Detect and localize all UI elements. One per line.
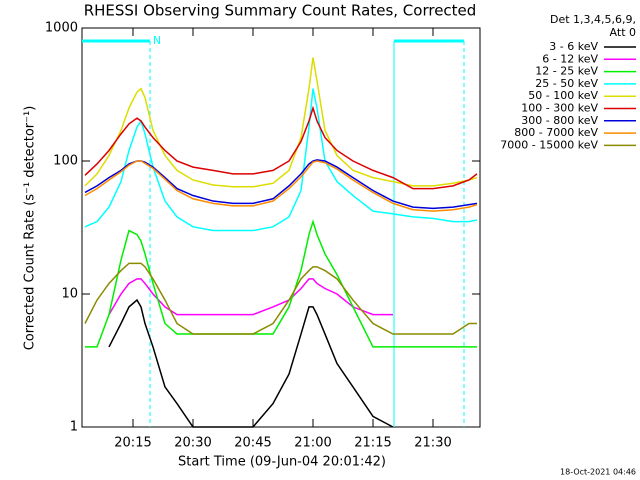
x-tick-label: 21:30 — [414, 436, 451, 451]
legend-title: Att 0 — [610, 26, 636, 39]
x-tick-label: 21:00 — [294, 436, 331, 451]
x-tick-label: 20:15 — [114, 436, 151, 451]
chart-title: RHESSI Observing Summary Count Rates, Co… — [84, 2, 477, 20]
legend-label: 3 - 6 keV — [549, 40, 598, 53]
series-line — [84, 160, 478, 212]
y-tick-label: 100 — [53, 154, 78, 169]
y-tick-label: 10 — [61, 287, 78, 302]
y-tick-label: 1 — [70, 420, 78, 435]
footer: 18-Oct-2021 04:46 — [560, 468, 636, 477]
series-line — [108, 278, 393, 316]
series-line — [108, 298, 394, 428]
series-line — [84, 262, 477, 335]
series-line — [84, 57, 478, 188]
plot-frame — [81, 27, 481, 428]
x-tick-label: 21:15 — [354, 436, 391, 451]
y-axis-label: Corrected Count Rate (s⁻¹ detector⁻¹) — [23, 106, 38, 351]
legend-title: Det 1,3,4,5,6,9, — [550, 13, 636, 26]
x-tick-label: 20:30 — [174, 436, 211, 451]
legend-label: 50 - 100 keV — [528, 89, 598, 102]
legend-label: 7000 - 15000 keV — [500, 138, 598, 151]
x-tick-label: 20:45 — [234, 436, 271, 451]
legend-label: 12 - 25 keV — [535, 65, 598, 78]
series-line — [84, 88, 478, 232]
legend-label: 6 - 12 keV — [542, 52, 598, 65]
legend-label: 25 - 50 keV — [535, 77, 598, 90]
legend-label: 100 - 300 keV — [521, 102, 598, 115]
series-line — [84, 105, 478, 190]
y-tick-label: 1000 — [45, 21, 78, 36]
x-axis-label: Start Time (09-Jun-04 20:01:42) — [178, 455, 386, 470]
series-line — [85, 219, 477, 348]
legend-label: 300 - 800 keV — [521, 114, 598, 127]
night-label: N — [153, 34, 161, 47]
legend-label: 800 - 7000 keV — [514, 126, 598, 139]
